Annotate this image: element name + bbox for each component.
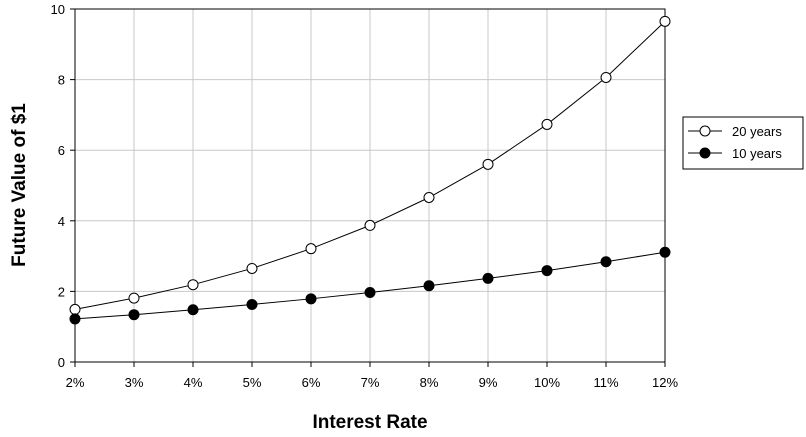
data-point xyxy=(659,246,671,258)
data-point xyxy=(482,272,494,284)
x-tick-label: 12% xyxy=(652,375,678,390)
y-tick-label: 8 xyxy=(58,73,65,88)
data-point xyxy=(69,313,81,325)
y-tick-label: 2 xyxy=(58,284,65,299)
legend-marker xyxy=(699,147,711,159)
legend-box xyxy=(682,116,804,170)
x-tick-label: 9% xyxy=(479,375,498,390)
data-point xyxy=(305,293,317,305)
data-point xyxy=(423,280,435,292)
x-tick-label: 6% xyxy=(302,375,321,390)
x-tick-label: 2% xyxy=(66,375,85,390)
x-tick-label: 4% xyxy=(184,375,203,390)
y-tick-label: 10 xyxy=(51,2,65,17)
y-tick-label: 6 xyxy=(58,143,65,158)
legend: 20 years 10 years xyxy=(682,116,804,170)
series-filled xyxy=(69,246,671,325)
data-point xyxy=(482,158,494,170)
data-point xyxy=(69,303,81,315)
data-point xyxy=(423,192,435,204)
x-tick-label: 7% xyxy=(361,375,380,390)
data-point xyxy=(541,118,553,130)
x-axis-title: Interest Rate xyxy=(312,412,427,433)
y-axis-title: Future Value of $1 xyxy=(9,103,30,267)
series-group xyxy=(69,15,671,325)
grid-lines xyxy=(75,9,665,362)
y-axis: 0 2 4 6 8 10 xyxy=(51,2,75,370)
data-point xyxy=(600,71,612,83)
x-axis: 2% 3% 4% 5% 6% 7% 8% 9% 10% 11% 12% xyxy=(66,362,678,390)
x-tick-label: 5% xyxy=(243,375,262,390)
data-point xyxy=(659,15,671,27)
x-tick-label: 3% xyxy=(125,375,144,390)
data-point xyxy=(128,292,140,304)
x-tick-label: 11% xyxy=(593,375,618,390)
legend-label: 20 years xyxy=(732,124,782,139)
data-point xyxy=(246,262,258,274)
data-point xyxy=(187,304,199,316)
y-tick-label: 4 xyxy=(58,214,65,229)
data-point xyxy=(246,298,258,310)
x-tick-label: 8% xyxy=(420,375,439,390)
y-tick-label: 0 xyxy=(58,355,65,370)
data-point xyxy=(600,256,612,268)
legend-label: 10 years xyxy=(732,146,782,161)
data-point xyxy=(128,309,140,321)
data-point xyxy=(305,243,317,255)
series-open xyxy=(69,15,671,315)
data-point xyxy=(364,286,376,298)
data-point xyxy=(364,219,376,231)
data-point xyxy=(187,279,199,291)
x-tick-label: 10% xyxy=(534,375,560,390)
data-point xyxy=(541,265,553,277)
legend-marker xyxy=(699,125,711,137)
